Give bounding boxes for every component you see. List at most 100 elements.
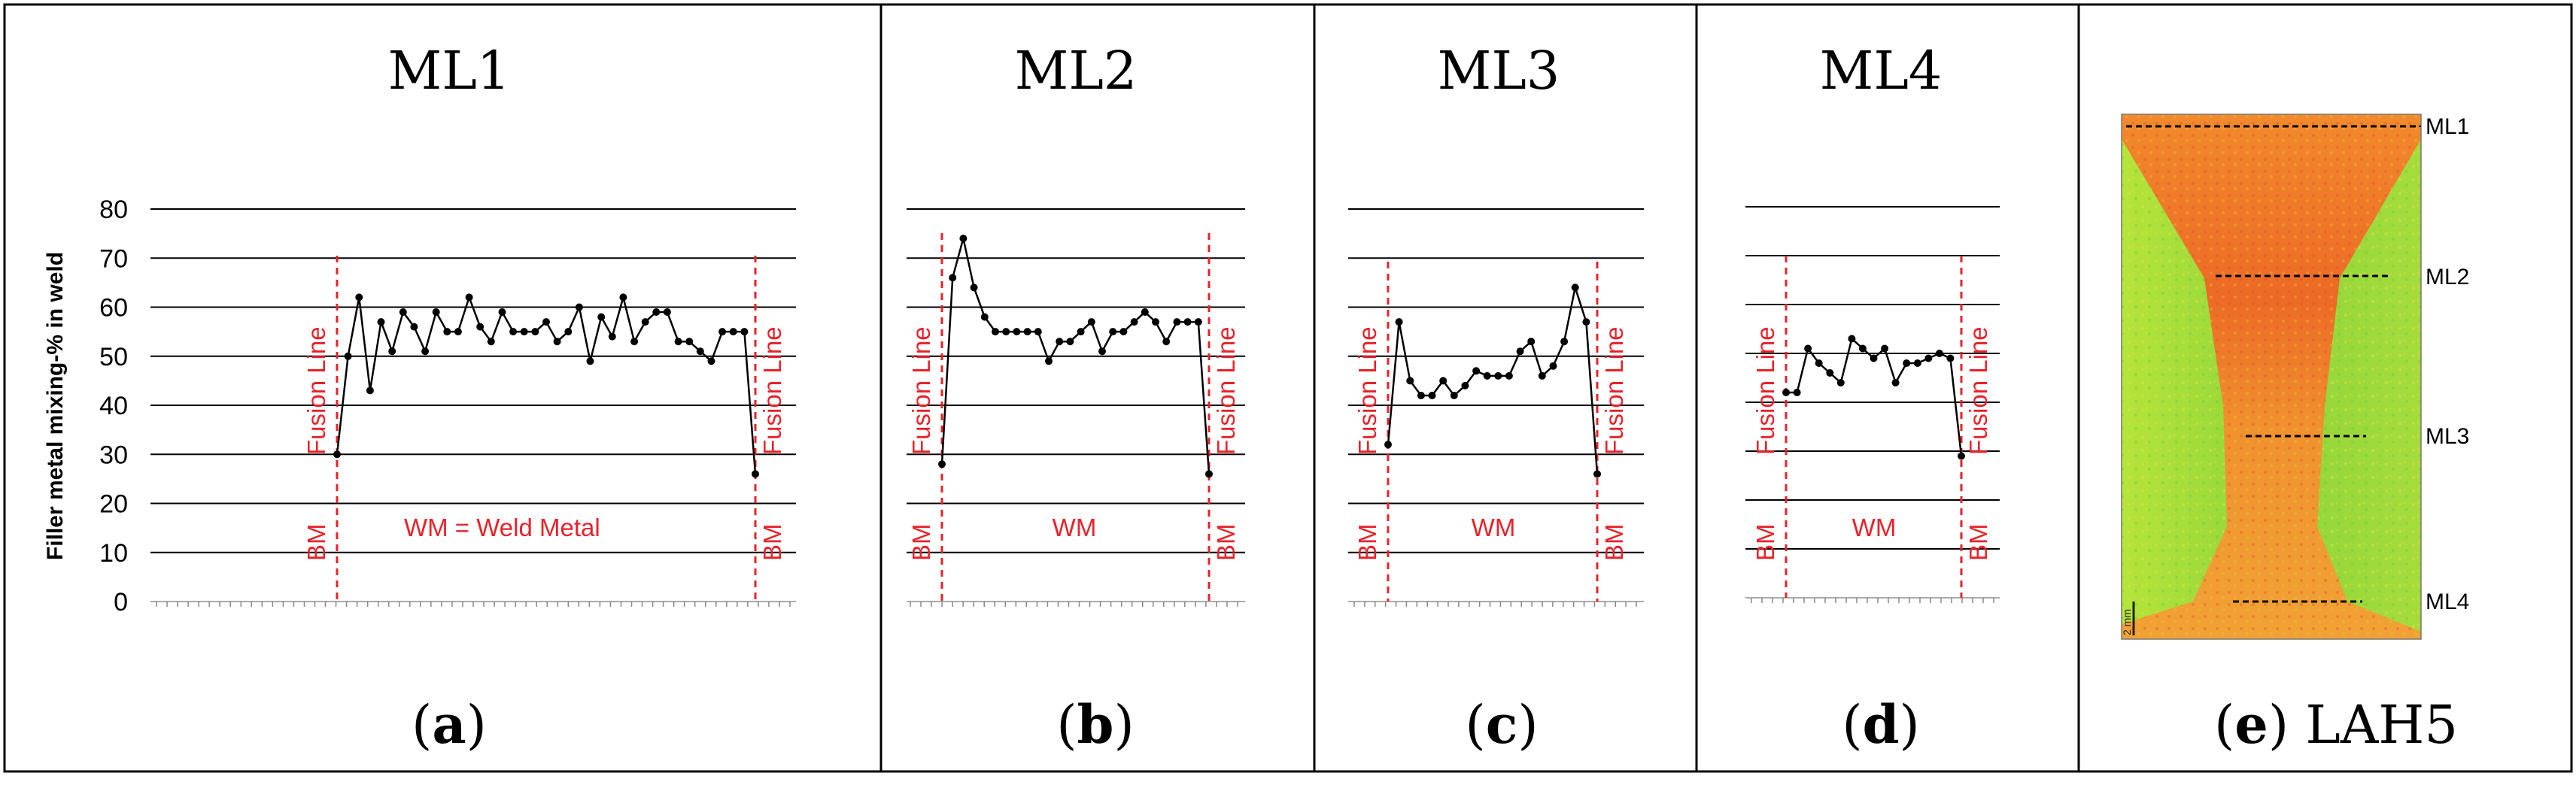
data-point xyxy=(487,338,495,346)
data-point xyxy=(1782,389,1790,396)
panel-title: ML3 xyxy=(1438,40,1560,102)
panel-title: ML4 xyxy=(1820,40,1943,102)
gridlines xyxy=(150,208,796,602)
data-point xyxy=(597,313,606,321)
series-points xyxy=(938,235,1213,478)
data-point xyxy=(1098,347,1106,356)
data-point xyxy=(1384,441,1392,449)
data-point xyxy=(542,318,550,326)
panel-macrograph: 2 mm ML1 ML2 ML3 ML4 (e) LAH5 xyxy=(2121,114,2469,756)
y-tick-label: 40 xyxy=(99,392,128,420)
data-point xyxy=(1881,344,1889,353)
y-tick-labels: 0 10 20 30 40 50 60 70 80 xyxy=(99,195,128,617)
data-point xyxy=(1109,328,1117,336)
wm-label: WM = Weld Metal xyxy=(404,514,600,541)
data-point xyxy=(959,235,968,243)
data-point xyxy=(1450,392,1458,399)
data-point xyxy=(465,293,473,302)
data-point xyxy=(1483,371,1491,380)
panel-title: ML2 xyxy=(1015,40,1138,102)
data-point xyxy=(1836,379,1845,386)
data-point xyxy=(718,328,727,336)
data-point xyxy=(1958,452,1965,460)
data-point xyxy=(1549,362,1557,370)
y-tick-label: 50 xyxy=(99,343,128,371)
panel-caption: (c) xyxy=(1465,693,1538,756)
data-point xyxy=(1087,318,1095,326)
data-point xyxy=(1858,344,1867,353)
data-point xyxy=(333,450,341,459)
ml3-label: ML3 xyxy=(2426,424,2469,449)
data-point xyxy=(1593,470,1601,478)
fusion-line-label: Fusion Line xyxy=(302,326,330,455)
fusion-line-label: Fusion Line xyxy=(1964,326,1992,455)
macrograph-frame xyxy=(2121,114,2422,640)
data-point xyxy=(630,338,639,346)
data-point xyxy=(980,313,989,321)
data-point xyxy=(421,347,430,356)
bm-label: BM xyxy=(1751,524,1779,562)
series-points xyxy=(1384,283,1601,478)
data-point xyxy=(1406,377,1414,385)
data-point xyxy=(1935,350,1943,357)
data-point xyxy=(1428,392,1436,399)
wm-label: WM xyxy=(1852,514,1897,541)
data-point xyxy=(1826,369,1834,377)
data-point xyxy=(1505,371,1513,380)
data-point xyxy=(388,347,396,356)
bm-label: BM xyxy=(1600,524,1628,562)
fusion-line-label: Fusion Line xyxy=(1600,326,1628,455)
data-point xyxy=(619,293,627,302)
data-point xyxy=(366,386,374,395)
data-point xyxy=(729,328,737,336)
fusion-line-label: Fusion Line xyxy=(1751,326,1779,455)
data-point xyxy=(970,283,978,292)
data-point xyxy=(1494,371,1502,380)
data-point xyxy=(1903,359,1911,367)
data-point xyxy=(1461,381,1469,389)
bm-label: BM xyxy=(302,524,330,562)
data-point xyxy=(1582,318,1590,326)
panel-ml2: ML2 Fusion Line Fusion Line BM BM WM (b) xyxy=(907,40,1245,756)
panel-ml1: ML1 0 10 20 30 40 50 60 70 80 Filler metal mixin… xyxy=(43,40,796,756)
data-point xyxy=(1417,392,1425,399)
panel-caption: (e) LAH5 xyxy=(2214,693,2458,756)
data-point xyxy=(1077,328,1085,336)
figure-frame xyxy=(3,3,2573,773)
data-point xyxy=(1183,318,1192,326)
panel-caption: (a) xyxy=(412,693,487,756)
panel-title: ML1 xyxy=(388,40,511,102)
data-point xyxy=(564,328,573,336)
data-point xyxy=(608,332,616,341)
data-point xyxy=(1395,318,1403,326)
x-axis-ticks xyxy=(1353,602,1637,607)
data-point xyxy=(1891,379,1900,386)
data-point xyxy=(1946,354,1955,362)
x-axis-ticks xyxy=(1751,598,1994,603)
wm-label: WM xyxy=(1472,514,1516,541)
data-point xyxy=(432,308,440,316)
data-point xyxy=(707,357,715,365)
weld-metal-texture xyxy=(2122,114,2421,639)
y-tick-label: 0 xyxy=(114,588,128,617)
fusion-line-label: Fusion Line xyxy=(1353,326,1381,455)
data-point xyxy=(752,470,759,478)
panel-ml4: ML4 Fusion Line Fusion Line BM BM WM (d) xyxy=(1745,40,2000,756)
y-tick-label: 80 xyxy=(99,195,128,224)
data-point xyxy=(1560,338,1569,346)
bm-label: BM xyxy=(1212,524,1240,562)
data-point xyxy=(575,303,583,311)
data-point xyxy=(1045,357,1053,365)
y-tick-label: 30 xyxy=(99,441,128,469)
data-point xyxy=(553,338,561,346)
data-point xyxy=(1023,328,1031,336)
data-point xyxy=(1119,328,1128,336)
y-axis-label: Filler metal mixing-% in weld xyxy=(43,252,68,560)
series-points xyxy=(333,293,759,478)
bm-label: BM xyxy=(1353,524,1381,562)
data-point xyxy=(454,328,462,336)
data-point xyxy=(377,318,385,326)
data-point xyxy=(949,274,957,282)
bm-label: BM xyxy=(758,524,786,562)
